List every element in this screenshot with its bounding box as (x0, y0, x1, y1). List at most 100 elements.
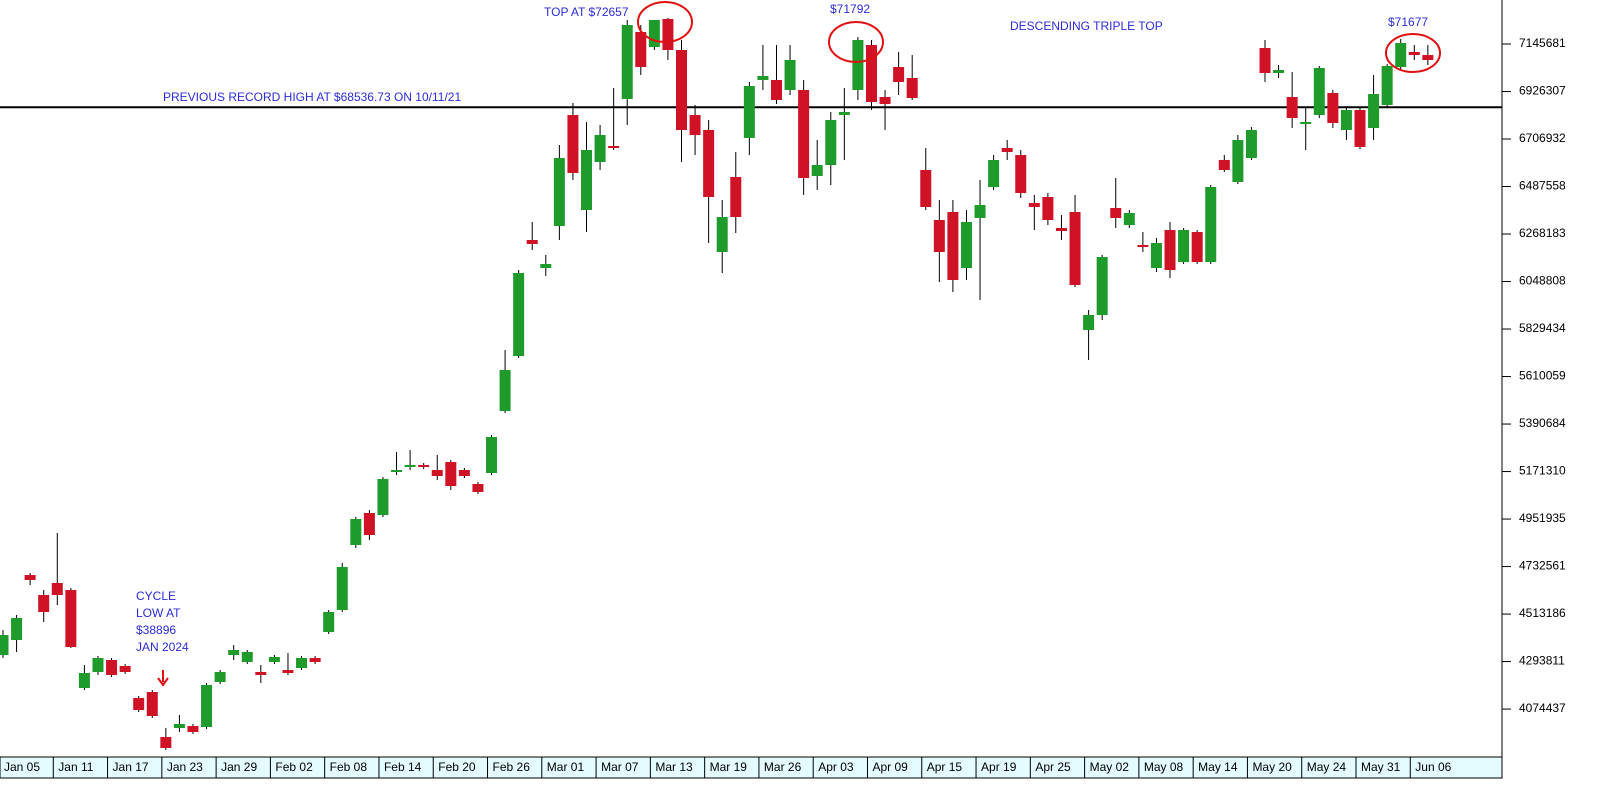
candle-body (1191, 232, 1203, 262)
candle-body (350, 518, 362, 546)
candle-body (906, 77, 918, 99)
candle-body (106, 660, 118, 676)
candle-body (1205, 187, 1217, 262)
annotation: CYCLE (136, 589, 176, 603)
candle-body (1381, 66, 1393, 106)
x-tick-label: Mar 26 (764, 760, 802, 774)
candle-body (160, 737, 172, 749)
candle-body (268, 656, 280, 663)
annotation: JAN 2024 (136, 640, 189, 654)
candle-body (1028, 203, 1040, 207)
candle-body (513, 272, 525, 357)
annotation: $71792 (830, 2, 870, 16)
candle-body (1015, 155, 1027, 194)
y-tick-label: 4293811 (1519, 654, 1565, 668)
candle-body (1408, 51, 1420, 56)
x-tick-label: Apr 25 (1035, 760, 1071, 774)
candle-body (648, 20, 660, 48)
candle-body (1178, 229, 1190, 262)
candle-body (974, 205, 986, 218)
candle-body (323, 612, 335, 633)
x-tick-label: Jan 17 (113, 760, 149, 774)
candle-body (743, 86, 755, 139)
candle-body (811, 165, 823, 177)
candle-body (838, 111, 850, 116)
candle-body (255, 672, 267, 676)
x-tick-label: Jan 11 (58, 760, 93, 774)
candle-body (865, 44, 877, 102)
candle-body (458, 470, 470, 477)
annotation: DESCENDING TRIPLE TOP (1010, 19, 1163, 33)
y-tick-label: 6487558 (1519, 179, 1566, 193)
x-tick-label: Feb 20 (438, 760, 476, 774)
candle-body (879, 96, 891, 105)
candle-body (51, 583, 63, 596)
y-tick-label: 4732561 (1519, 559, 1566, 573)
candle-body (676, 50, 687, 130)
highlight-circle (637, 1, 693, 43)
candle-body (404, 465, 416, 468)
x-tick-label: Apr 03 (818, 760, 854, 774)
candle-body (689, 115, 701, 135)
candle-body (187, 726, 199, 733)
annotation: TOP AT $72657 (544, 5, 629, 19)
annotation: LOW AT (136, 606, 181, 620)
candle-body (1313, 67, 1325, 116)
candle-body (445, 461, 457, 487)
highlight-circle (828, 21, 884, 63)
candle-body (635, 32, 647, 67)
candle-body (228, 650, 240, 656)
candle-body (499, 370, 511, 412)
candle-body (282, 670, 294, 674)
candle-body (703, 129, 715, 197)
candle-body (418, 465, 430, 468)
plot-area: 7145681 6926307 6706932 6487558 6268183 60488… (0, 17, 1566, 778)
x-tick-label: Feb 26 (493, 760, 531, 774)
x-tick-label: Feb 02 (275, 760, 313, 774)
arrow (157, 670, 169, 687)
candle-body (24, 575, 36, 580)
x-tick-label: Mar 07 (601, 760, 639, 774)
candle-body (1123, 212, 1135, 226)
candle-body (119, 666, 131, 673)
candle-body (920, 170, 932, 207)
candle-body (1083, 315, 1095, 330)
candle-body (757, 76, 769, 80)
y-tick-label: 6268183 (1519, 226, 1566, 240)
candle-body (214, 672, 226, 683)
candle-body (1340, 110, 1352, 130)
candle-body (0, 634, 9, 656)
candle-body (1096, 256, 1108, 316)
candle-body (770, 79, 782, 101)
candle-body (1422, 55, 1434, 61)
candle-body (1259, 48, 1271, 73)
candle-body (1001, 148, 1013, 152)
annotation: $38896 (136, 623, 176, 637)
candle-body (567, 115, 579, 173)
y-tick-label: 5171310 (1519, 464, 1566, 478)
x-tick-label: Jan 29 (221, 760, 257, 774)
x-tick-label: Mar 01 (547, 760, 585, 774)
candle-body (608, 145, 620, 149)
candle-body (594, 134, 606, 162)
y-tick-label: 4951935 (1519, 511, 1566, 525)
y-tick-label: 6926307 (1519, 84, 1566, 98)
y-tick-label: 6048808 (1519, 274, 1566, 288)
candle-body (336, 567, 348, 611)
x-tick-label: May 02 (1090, 760, 1130, 774)
candle-body (1069, 211, 1081, 285)
candle-body (173, 723, 185, 729)
candle-body (133, 698, 145, 711)
candle-body (1137, 244, 1149, 247)
x-tick-label: Mar 19 (710, 760, 748, 774)
x-tick-label: Mar 13 (655, 760, 693, 774)
candle-body (1327, 93, 1339, 123)
candle-body (92, 657, 104, 673)
x-tick-label: May 31 (1361, 760, 1401, 774)
candle-body (621, 25, 633, 100)
candle-body (1395, 43, 1407, 67)
candle-body (1245, 129, 1257, 158)
x-tick-label: May 20 (1252, 760, 1292, 774)
candle-body (296, 657, 308, 668)
